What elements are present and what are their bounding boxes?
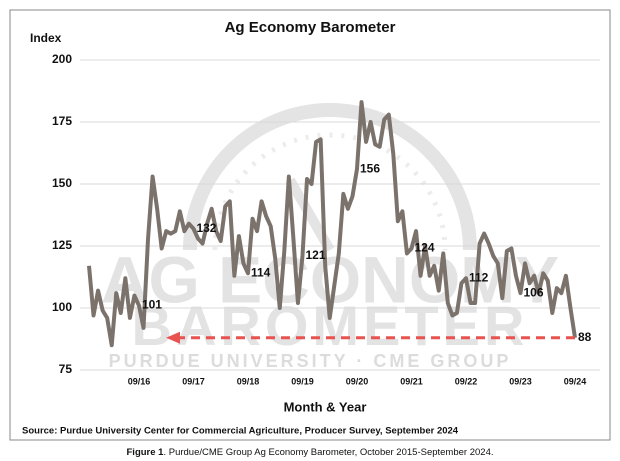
value-label: 88 xyxy=(578,330,592,344)
caption: Figure 1. Purdue/CME Group Ag Economy Ba… xyxy=(127,447,494,458)
y-tick-label: 175 xyxy=(52,114,72,128)
watermark: AG ECONOMY BAROMETER PURDUE UNIVERSITY ·… xyxy=(101,103,559,371)
x-tick-label: 09/17 xyxy=(182,376,205,386)
watermark-text: PURDUE UNIVERSITY · CME GROUP xyxy=(109,351,512,371)
y-tick-label: 100 xyxy=(52,300,72,314)
caption-text: . Purdue/CME Group Ag Economy Barometer,… xyxy=(163,447,493,458)
y-tick-label: 200 xyxy=(52,52,72,66)
value-label: 114 xyxy=(251,265,271,279)
value-label: 124 xyxy=(414,241,434,255)
x-tick-label: 09/16 xyxy=(128,376,151,386)
y-axis-label: Index xyxy=(30,31,62,45)
value-label: 106 xyxy=(523,285,543,299)
value-label: 121 xyxy=(305,248,325,262)
gauge-ticks xyxy=(212,132,448,251)
x-tick-label: 09/21 xyxy=(400,376,423,386)
data-line xyxy=(87,100,577,348)
x-tick-label: 09/20 xyxy=(346,376,369,386)
value-label: 132 xyxy=(196,221,216,235)
x-axis-label: Month & Year xyxy=(284,399,367,414)
x-tick-label: 09/24 xyxy=(564,376,587,386)
gauge-arc xyxy=(183,103,477,251)
chart-title: Ag Economy Barometer xyxy=(225,19,396,36)
value-label: 112 xyxy=(469,270,489,284)
x-tick-label: 09/18 xyxy=(237,376,260,386)
x-tick-label: 09/23 xyxy=(509,376,532,386)
y-tick-label: 125 xyxy=(52,238,72,252)
source-note: Source: Purdue University Center for Com… xyxy=(22,426,459,437)
value-label: 156 xyxy=(360,161,380,175)
arrow-head xyxy=(166,331,180,344)
x-tick-label: 09/22 xyxy=(455,376,478,386)
caption-label: Figure 1 xyxy=(127,447,165,458)
x-tick-label: 09/19 xyxy=(291,376,314,386)
y-tick-label: 150 xyxy=(52,176,72,190)
value-label: 101 xyxy=(142,298,162,312)
y-tick-label: 75 xyxy=(59,362,73,376)
frame xyxy=(9,9,611,441)
